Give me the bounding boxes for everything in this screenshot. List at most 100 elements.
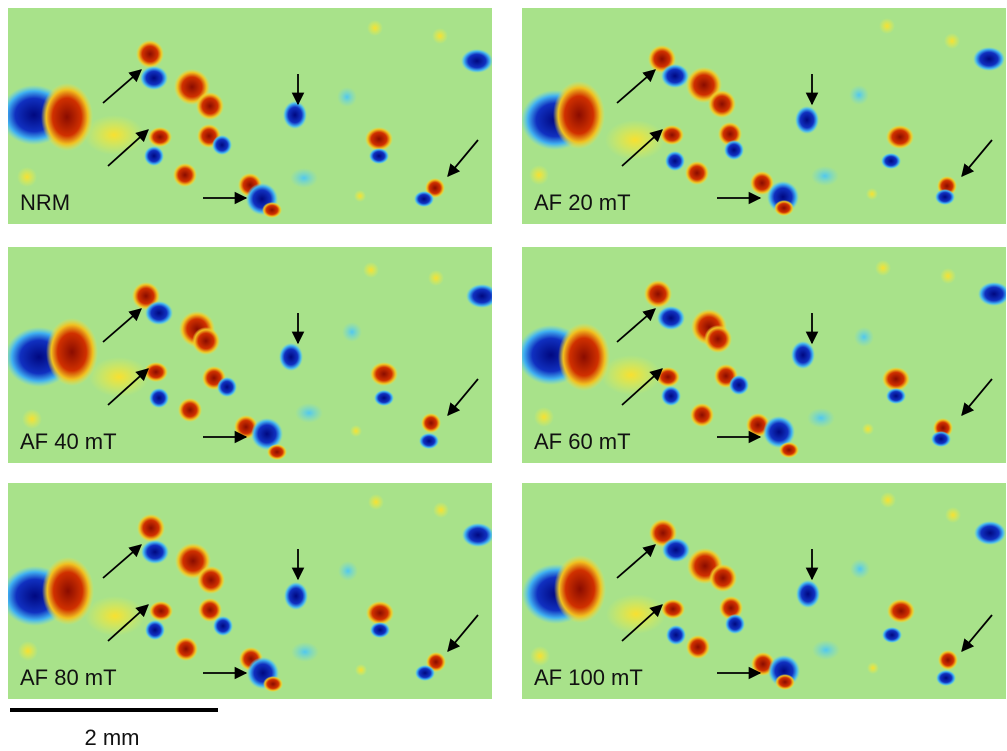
panel-label: AF 40 mT bbox=[20, 429, 117, 454]
magnetic-anomaly bbox=[291, 642, 319, 662]
magnetic-anomaly bbox=[945, 507, 961, 523]
magnetic-anomaly bbox=[886, 388, 906, 404]
magnetic-anomaly bbox=[935, 189, 955, 205]
panel-label: NRM bbox=[20, 190, 70, 215]
magnetic-anomaly bbox=[881, 153, 901, 169]
map-panel: AF 40 mT bbox=[8, 247, 492, 463]
magnetic-anomaly bbox=[365, 127, 393, 151]
magnetic-anomaly bbox=[719, 596, 743, 620]
magnetic-anomaly bbox=[462, 523, 492, 547]
magnetic-anomaly bbox=[811, 166, 839, 186]
magnetic-anomaly bbox=[882, 367, 910, 391]
magnetic-anomaly bbox=[666, 625, 686, 645]
magnetic-anomaly bbox=[42, 557, 94, 625]
magnetic-anomaly bbox=[708, 90, 736, 118]
magnetic-anomaly bbox=[141, 540, 169, 564]
magnetic-anomaly bbox=[763, 416, 795, 448]
magnetic-anomaly bbox=[428, 270, 444, 286]
magnetic-anomaly bbox=[644, 280, 672, 308]
blobs bbox=[522, 492, 1006, 690]
magnetic-anomaly bbox=[136, 40, 164, 68]
magnetic-anomaly bbox=[433, 502, 449, 518]
magnetic-anomaly bbox=[529, 165, 549, 185]
magnetic-anomaly bbox=[178, 398, 202, 422]
magnetic-anomaly bbox=[880, 492, 896, 508]
magnetic-anomaly bbox=[796, 580, 820, 608]
magnetic-anomaly bbox=[665, 151, 685, 171]
arrow bbox=[447, 614, 479, 652]
arrow bbox=[961, 378, 993, 416]
arrow bbox=[616, 308, 656, 343]
magnetic-anomaly bbox=[850, 559, 870, 579]
magnetic-anomaly bbox=[368, 494, 384, 510]
magnetic-anomaly bbox=[662, 538, 690, 562]
magnetic-anomaly bbox=[290, 168, 318, 188]
magnetic-anomaly bbox=[350, 425, 362, 437]
magnetic-anomaly bbox=[342, 322, 362, 342]
magnetic-anomaly bbox=[807, 408, 835, 428]
magnetic-anomaly bbox=[196, 92, 224, 120]
magnetic-anomaly bbox=[973, 47, 1005, 71]
magnetic-anomaly bbox=[661, 599, 685, 619]
magnetic-anomaly bbox=[366, 601, 394, 625]
arrow bbox=[102, 69, 142, 104]
magnetic-anomaly bbox=[262, 202, 282, 218]
magnetic-anomaly bbox=[421, 413, 441, 433]
panels: NRM AF 20 mT AF 40 mT AF 60 mT AF 80 mT AF 10… bbox=[8, 8, 1006, 699]
magnetic-anomaly bbox=[974, 521, 1006, 545]
magnetic-anomaly bbox=[875, 260, 891, 276]
arrow bbox=[107, 129, 149, 167]
map-panel: AF 60 mT bbox=[522, 247, 1006, 463]
magnetic-anomaly bbox=[775, 674, 795, 690]
magnetic-anomaly bbox=[337, 87, 357, 107]
magnetic-anomaly bbox=[558, 323, 610, 391]
magnetic-anomaly bbox=[685, 161, 709, 185]
magnetic-anomaly bbox=[279, 343, 303, 371]
arrow bbox=[616, 69, 656, 104]
magnetic-anomaly bbox=[606, 594, 666, 634]
magnetic-anomaly bbox=[367, 20, 383, 36]
magnetic-anomaly bbox=[704, 325, 732, 353]
magnetic-anomaly bbox=[795, 106, 819, 134]
magnetic-anomaly bbox=[725, 614, 745, 634]
magnetic-anomaly bbox=[729, 375, 749, 395]
magnetic-anomaly bbox=[173, 163, 197, 187]
magnetic-anomaly bbox=[374, 390, 394, 406]
magnetic-anomaly bbox=[137, 514, 165, 542]
panel-label: AF 80 mT bbox=[20, 665, 117, 690]
magnetic-anomaly bbox=[866, 188, 878, 200]
magnetic-anomaly bbox=[212, 135, 232, 155]
magnetic-anomaly bbox=[709, 564, 737, 592]
blobs bbox=[8, 20, 492, 218]
map-panel: AF 20 mT bbox=[522, 8, 1006, 224]
magnetic-anomaly bbox=[89, 357, 149, 397]
magnetic-anomaly bbox=[718, 122, 742, 146]
arrow bbox=[616, 544, 656, 579]
arrow bbox=[107, 604, 149, 642]
panel-label: AF 60 mT bbox=[534, 429, 631, 454]
magnetic-anomaly bbox=[84, 115, 144, 155]
magnetic-anomaly bbox=[867, 662, 879, 674]
magnetic-anomaly bbox=[140, 66, 168, 90]
magnetic-anomaly bbox=[661, 64, 689, 88]
arrow bbox=[447, 139, 479, 177]
magnetic-anomaly bbox=[882, 627, 902, 643]
map-panel: AF 80 mT bbox=[8, 483, 492, 699]
magnetic-anomaly bbox=[213, 616, 233, 636]
magnetic-anomaly bbox=[466, 284, 492, 308]
magnetic-anomaly bbox=[148, 127, 172, 147]
magnetic-anomaly bbox=[414, 191, 434, 207]
magnetic-anomaly bbox=[144, 146, 164, 166]
arrow bbox=[102, 544, 142, 579]
scale-bar-label: 2 mm bbox=[85, 725, 140, 750]
arrow bbox=[447, 378, 479, 416]
magnetic-anomaly bbox=[338, 561, 358, 581]
map-panel: AF 100 mT bbox=[522, 483, 1006, 699]
magnetic-anomaly bbox=[660, 125, 684, 145]
magnetic-anomaly bbox=[295, 403, 323, 423]
arrow bbox=[621, 129, 663, 167]
magnetic-anomaly bbox=[661, 386, 681, 406]
magnetic-anomaly bbox=[938, 650, 958, 670]
magnetic-anomaly bbox=[931, 431, 951, 447]
magnetic-anomaly bbox=[791, 341, 815, 369]
